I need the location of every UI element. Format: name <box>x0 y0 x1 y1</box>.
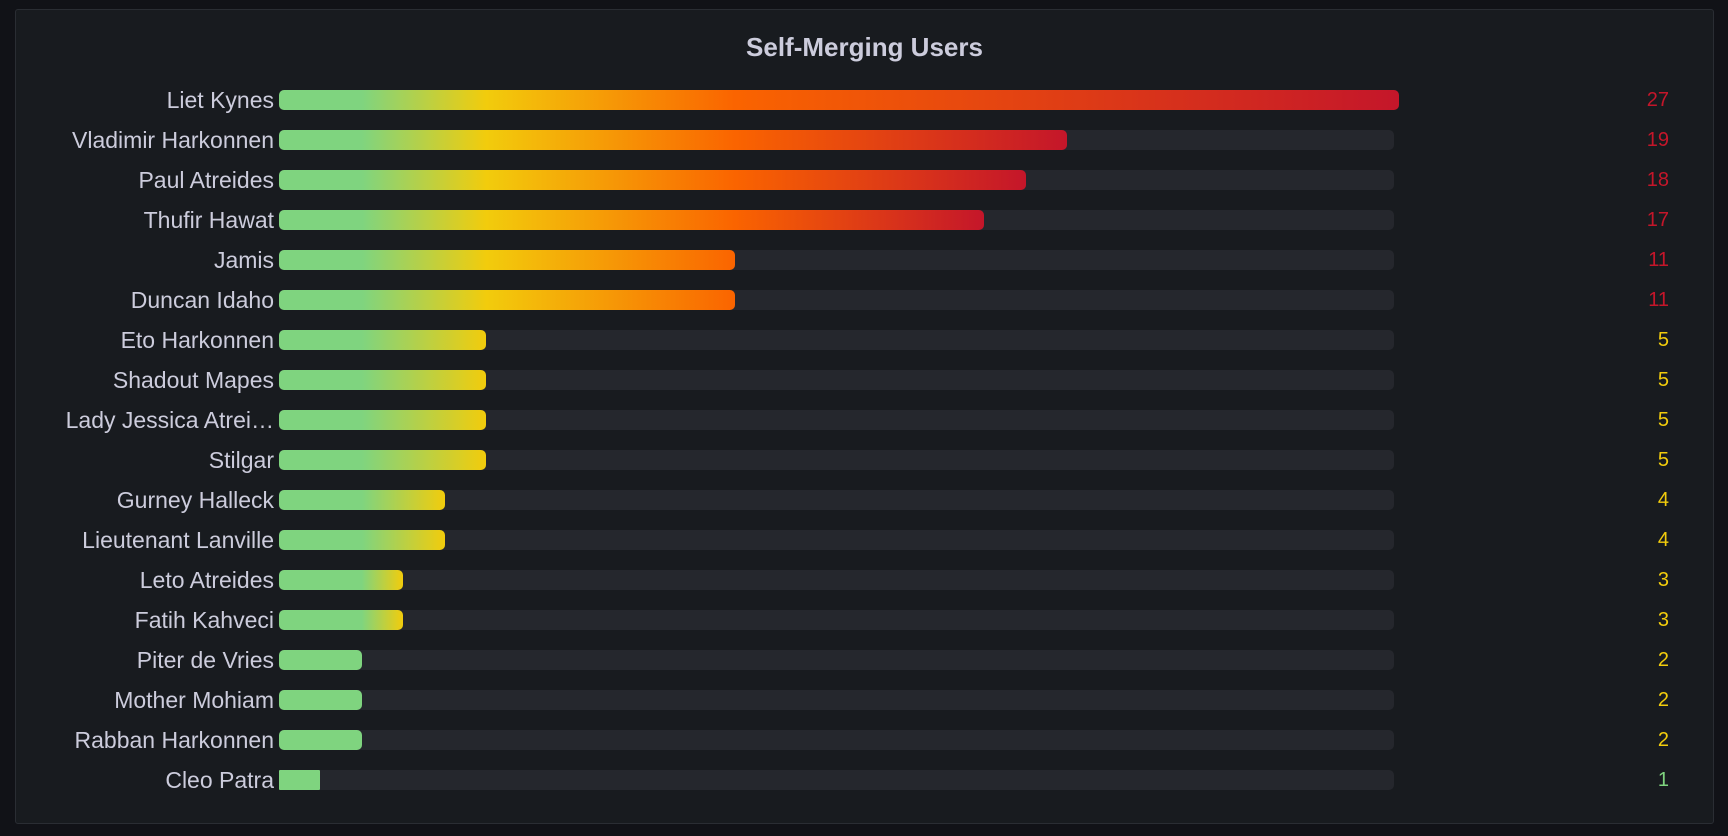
bar-track <box>279 570 1394 590</box>
bar-value-label: 5 <box>1657 449 1669 471</box>
bar-row: Piter de Vries 2 <box>16 640 1713 680</box>
bar-track <box>279 330 1394 350</box>
bar-track <box>279 770 1394 790</box>
bar-label: Duncan Idaho <box>130 287 274 313</box>
chart-panel: Self-Merging Users Liet Kynes 27 Vladimir … <box>15 9 1714 824</box>
bar-value-label: 2 <box>1657 729 1669 751</box>
bar-row: Liet Kynes 27 <box>16 80 1713 120</box>
bar-value-label: 1 <box>1657 769 1669 791</box>
bar-value-label: 5 <box>1657 409 1669 431</box>
bar <box>279 450 487 470</box>
bar-row: Gurney Halleck 4 <box>16 480 1713 520</box>
bar-track <box>279 410 1394 430</box>
bar-label: Stilgar <box>208 447 274 473</box>
bar-track <box>279 610 1394 630</box>
bar <box>279 690 362 710</box>
bar-value-label: 11 <box>1648 289 1669 311</box>
bar <box>279 130 1068 150</box>
bar-track <box>279 370 1394 390</box>
bar-row: Jamis 11 <box>16 240 1713 280</box>
bar-value-label: 5 <box>1657 329 1669 351</box>
bar <box>279 410 487 430</box>
bar-track <box>279 450 1394 470</box>
chart-title: Self-Merging Users <box>746 32 983 62</box>
bar-row: Vladimir Harkonnen 19 <box>16 120 1713 160</box>
bar-row: Lady Jessica Atrei… 5 <box>16 400 1713 440</box>
bar <box>279 330 487 350</box>
bar <box>279 770 321 790</box>
bar-value-label: 3 <box>1657 569 1669 591</box>
bar-value-label: 11 <box>1648 249 1669 271</box>
bar-label: Lieutenant Lanville <box>82 527 274 553</box>
bar-label: Eto Harkonnen <box>120 327 274 353</box>
bar-track <box>279 650 1394 670</box>
bar <box>279 90 1399 110</box>
bar <box>279 250 736 270</box>
bar-track <box>279 730 1394 750</box>
bar <box>279 650 362 670</box>
bar <box>279 570 404 590</box>
bar-row: Lieutenant Lanville 4 <box>16 520 1713 560</box>
bar-row: Eto Harkonnen 5 <box>16 320 1713 360</box>
bar-value-label: 17 <box>1646 209 1669 231</box>
bar-value-label: 4 <box>1657 489 1669 511</box>
bar-row: Duncan Idaho 11 <box>16 280 1713 320</box>
bar <box>279 370 487 390</box>
bar-label: Leto Atreides <box>139 567 274 593</box>
bar-label: Liet Kynes <box>166 87 274 113</box>
bar-value-label: 2 <box>1657 649 1669 671</box>
bar-label: Lady Jessica Atrei… <box>65 407 274 433</box>
bar-value-label: 4 <box>1657 529 1669 551</box>
bar <box>279 290 736 310</box>
bar-label: Piter de Vries <box>136 647 274 673</box>
bar-row: Thufir Hawat 17 <box>16 200 1713 240</box>
bar-gauge-rows: Liet Kynes 27 Vladimir Harkonnen 19 Paul Atr… <box>16 10 1713 823</box>
bar-row: Cleo Patra 1 <box>16 760 1713 800</box>
bar-track <box>279 690 1394 710</box>
bar <box>279 170 1026 190</box>
bar-row: Leto Atreides 3 <box>16 560 1713 600</box>
bar-row: Fatih Kahveci 3 <box>16 600 1713 640</box>
bar-label: Shadout Mapes <box>112 367 274 393</box>
bar-label: Thufir Hawat <box>143 207 274 233</box>
bar <box>279 210 985 230</box>
bar-track <box>279 490 1394 510</box>
bar-label: Rabban Harkonnen <box>74 727 274 753</box>
bar-label: Cleo Patra <box>165 767 274 793</box>
bar <box>279 490 445 510</box>
bar-label: Fatih Kahveci <box>134 607 274 633</box>
bar <box>279 610 404 630</box>
bar-label: Vladimir Harkonnen <box>72 127 274 153</box>
bar <box>279 730 362 750</box>
bar-value-label: 3 <box>1657 609 1669 631</box>
bar-value-label: 19 <box>1646 129 1669 151</box>
bar <box>279 530 445 550</box>
bar-row: Paul Atreides 18 <box>16 160 1713 200</box>
bar-row: Shadout Mapes 5 <box>16 360 1713 400</box>
bar-label: Gurney Halleck <box>116 487 274 513</box>
bar-row: Stilgar 5 <box>16 440 1713 480</box>
bar-row: Mother Mohiam 2 <box>16 680 1713 720</box>
bar-row: Rabban Harkonnen 2 <box>16 720 1713 760</box>
bar-value-label: 2 <box>1657 689 1669 711</box>
bar-value-label: 27 <box>1646 89 1669 111</box>
bar-value-label: 18 <box>1646 169 1669 191</box>
bar-label: Mother Mohiam <box>114 687 274 713</box>
bar-value-label: 5 <box>1657 369 1669 391</box>
bar-track <box>279 530 1394 550</box>
bar-label: Jamis <box>213 247 274 273</box>
bar-label: Paul Atreides <box>138 167 274 193</box>
